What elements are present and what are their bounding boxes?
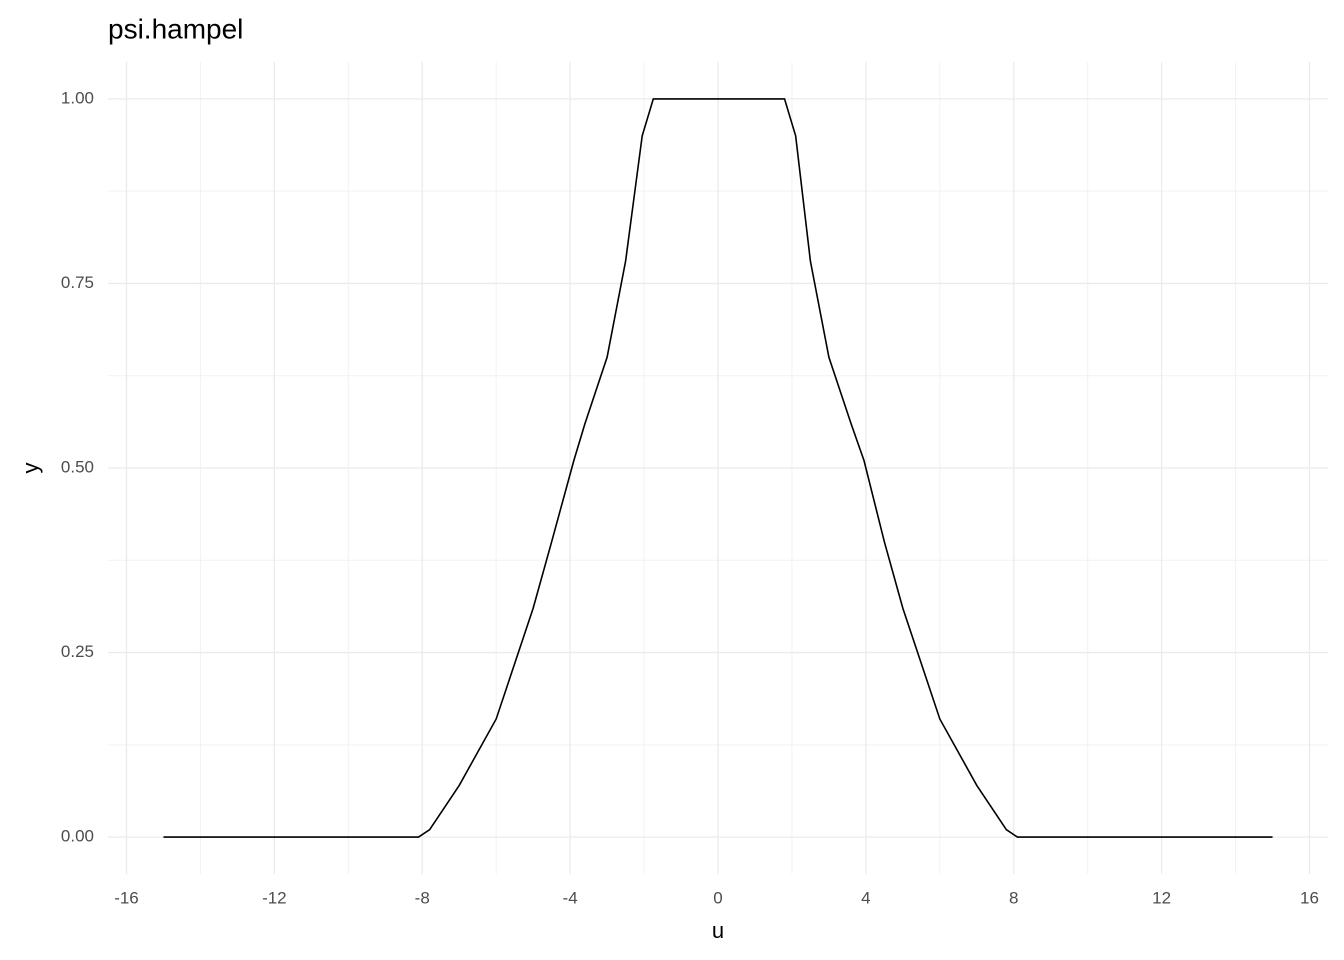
x-tick-label: -12 xyxy=(262,888,287,907)
x-tick-label: -4 xyxy=(563,888,578,907)
line xyxy=(163,98,1273,838)
x-tick-label: 0 xyxy=(713,888,722,907)
x-tick-label: 12 xyxy=(1152,888,1171,907)
y-tick-label: 0.00 xyxy=(61,827,94,846)
x-tick-label: 8 xyxy=(1009,888,1018,907)
y-tick-label: 0.50 xyxy=(61,457,94,476)
y-axis-label: y xyxy=(18,463,43,474)
x-axis-label: u xyxy=(712,918,724,943)
x-tick-label: -8 xyxy=(415,888,430,907)
y-tick-label: 0.25 xyxy=(61,642,94,661)
x-tick-label: 16 xyxy=(1300,888,1319,907)
y-tick-label: 1.00 xyxy=(61,88,94,107)
x-tick-label: -16 xyxy=(114,888,139,907)
x-tick-label: 4 xyxy=(861,888,870,907)
chart-title: psi.hampel xyxy=(108,13,243,44)
y-tick-label: 0.75 xyxy=(61,273,94,292)
